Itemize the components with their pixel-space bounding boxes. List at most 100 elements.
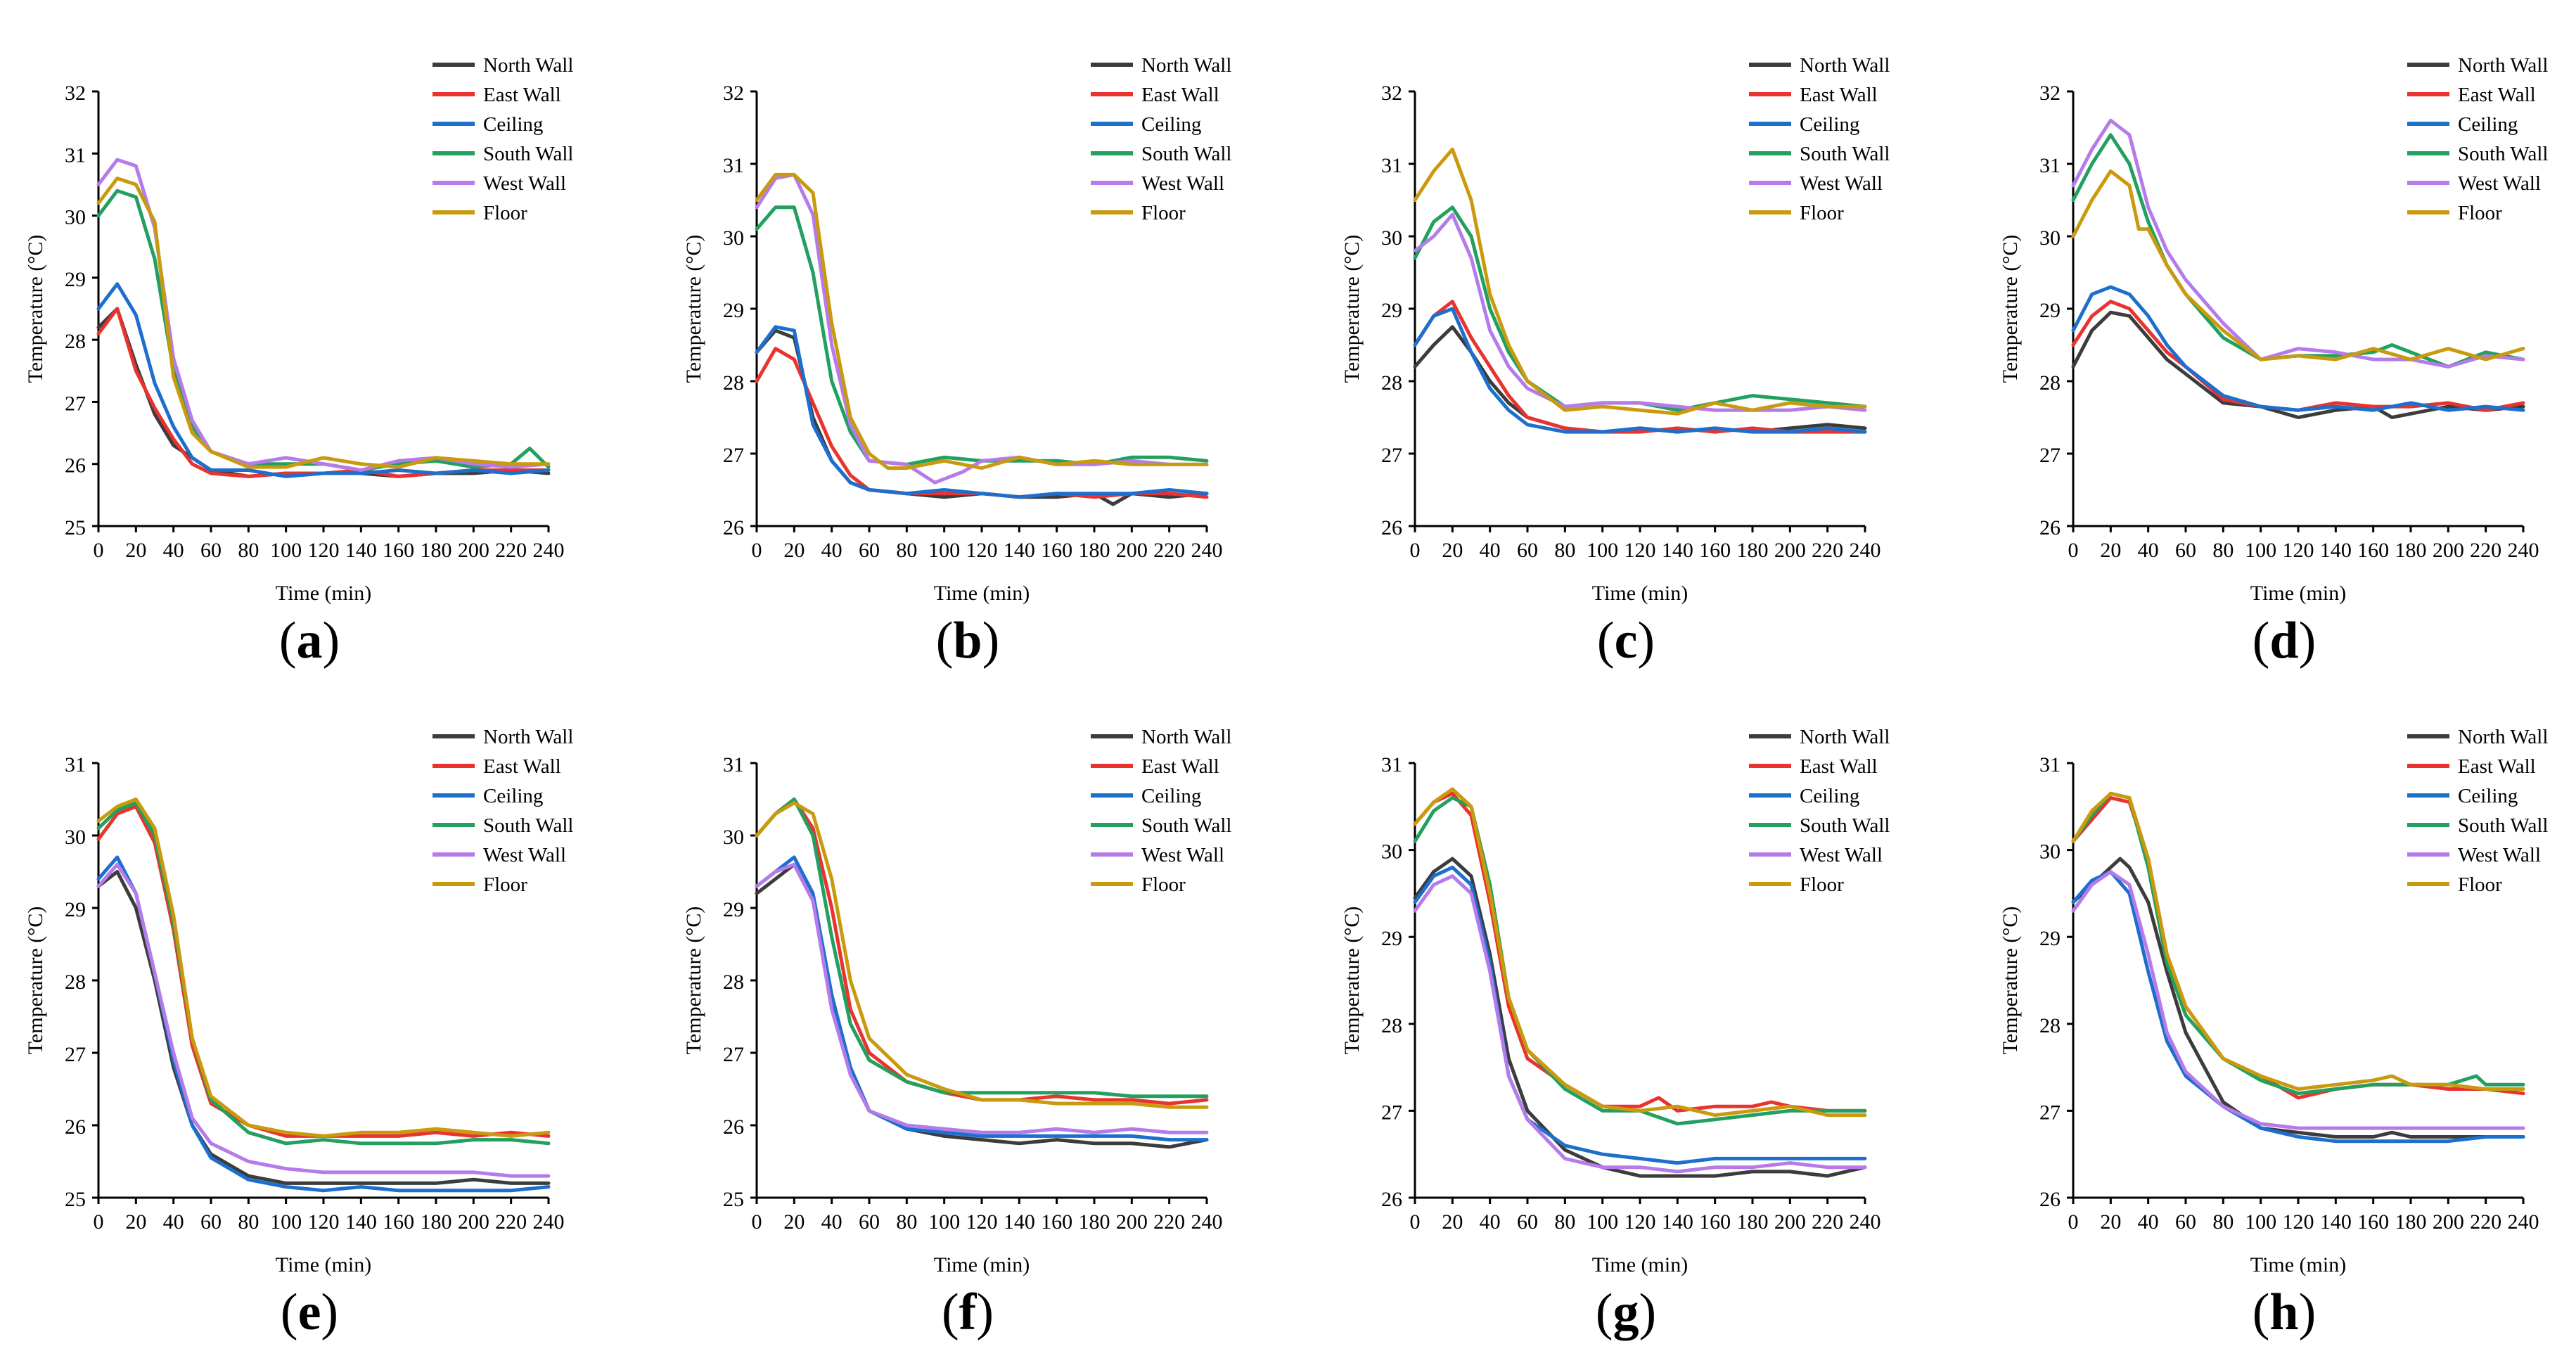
x-tick-label: 180 <box>421 539 452 562</box>
legend-label: East Wall <box>2458 755 2536 778</box>
y-tick-label: 29 <box>2039 299 2061 322</box>
y-tick-label: 28 <box>723 971 744 994</box>
x-tick-label: 180 <box>2395 539 2427 562</box>
series-line-south-wall <box>755 798 1209 1099</box>
legend-label: South Wall <box>483 814 573 837</box>
legend-label: South Wall <box>1800 143 1890 165</box>
x-tick-label: 60 <box>1517 1210 1538 1234</box>
x-tick-label: 240 <box>2508 1210 2539 1234</box>
legend-label: West Wall <box>1141 172 1224 195</box>
x-tick-label: 0 <box>1410 539 1421 562</box>
x-tick-label: 40 <box>2138 1210 2159 1234</box>
x-tick-label: 120 <box>1625 539 1656 562</box>
legend-label: North Wall <box>2458 54 2548 77</box>
legend-label: Floor <box>1800 873 1844 896</box>
x-axis-label: Time (min) <box>2250 1253 2346 1276</box>
y-tick-label: 28 <box>65 330 86 353</box>
y-tick-label: 26 <box>65 1115 86 1139</box>
y-tick-label: 30 <box>2039 226 2061 250</box>
legend-label: Floor <box>1800 202 1844 224</box>
series-lines <box>1413 147 1867 434</box>
x-tick-label: 160 <box>1699 539 1731 562</box>
y-tick-label: 27 <box>1381 1101 1402 1124</box>
x-tick-label: 120 <box>966 539 998 562</box>
y-tick-label: 32 <box>2039 82 2061 105</box>
legend-label: North Wall <box>1141 726 1231 748</box>
series-lines <box>1413 787 1867 1178</box>
x-tick-label: 80 <box>2212 1210 2234 1234</box>
y-tick-label: 30 <box>723 826 744 849</box>
series-line-ceiling <box>1413 307 1867 434</box>
x-tick-label: 180 <box>421 1210 452 1234</box>
series-line-ceiling <box>1413 865 1867 1165</box>
x-tick-label: 140 <box>2320 539 2352 562</box>
y-tick-label: 30 <box>723 226 744 250</box>
x-tick-label: 0 <box>752 1210 762 1234</box>
series-line-floor <box>755 801 1209 1109</box>
x-tick-label: 140 <box>1004 539 1035 562</box>
y-tick-label: 29 <box>2039 927 2061 950</box>
legend-label: Floor <box>483 202 527 224</box>
series-line-south-wall <box>2071 133 2525 369</box>
legend-label: South Wall <box>1141 143 1231 165</box>
y-tick-label: 27 <box>723 444 744 467</box>
y-tick-label: 27 <box>723 1043 744 1066</box>
legend: North Wall East Wall Ceiling South Wall West… <box>1749 54 1890 224</box>
legend-label: Ceiling <box>483 785 543 807</box>
legend-label: Ceiling <box>2458 113 2518 136</box>
y-tick-label: 27 <box>65 392 86 415</box>
legend: North Wall East Wall Ceiling South Wall West… <box>432 726 573 896</box>
x-tick-label: 240 <box>1191 1210 1223 1234</box>
x-tick-label: 60 <box>2175 1210 2196 1234</box>
x-tick-label: 80 <box>1554 1210 1575 1234</box>
legend-label: East Wall <box>2458 84 2536 106</box>
y-axis-label: Temperature (°C) <box>24 907 47 1055</box>
x-tick-label: 200 <box>2433 1210 2464 1234</box>
y-tick-label: 31 <box>2039 154 2061 177</box>
y-tick-label: 31 <box>65 753 86 776</box>
x-tick-label: 20 <box>783 539 805 562</box>
chart-panel: 26 27 28 29 30 31 32 0 20 40 60 80 100 120 140 160 180 20… <box>682 54 1231 670</box>
legend-label: South Wall <box>1141 814 1231 837</box>
y-tick-label: 27 <box>65 1043 86 1066</box>
legend-label: West Wall <box>1800 172 1883 195</box>
x-tick-label: 0 <box>94 539 104 562</box>
series-lines <box>755 172 1209 506</box>
x-tick-label: 40 <box>1480 539 1501 562</box>
y-tick-label: 25 <box>65 1188 86 1211</box>
y-axis-label: Temperature (°C) <box>1340 907 1364 1055</box>
y-axis-label: Temperature (°C) <box>1340 235 1364 383</box>
x-tick-label: 180 <box>1737 1210 1769 1234</box>
x-axis-label: Time (min) <box>1592 582 1688 605</box>
x-tick-label: 160 <box>1041 1210 1072 1234</box>
x-tick-label: 180 <box>1737 539 1769 562</box>
y-tick-label: 31 <box>2039 753 2061 776</box>
x-tick-label: 120 <box>2283 1210 2314 1234</box>
x-tick-label: 200 <box>1116 539 1148 562</box>
x-tick-label: 20 <box>2100 1210 2121 1234</box>
x-tick-label: 100 <box>1587 539 1618 562</box>
legend-label: Ceiling <box>1800 113 1859 136</box>
x-tick-label: 220 <box>1812 539 1843 562</box>
series-lines <box>96 798 551 1193</box>
series-line-west-wall <box>2071 118 2525 369</box>
series-line-west-wall <box>1413 874 1867 1174</box>
x-tick-label: 0 <box>752 539 762 562</box>
x-axis-label: Time (min) <box>934 582 1030 605</box>
y-tick-label: 25 <box>723 1188 744 1211</box>
series-line-north-wall <box>1413 857 1867 1178</box>
x-tick-label: 200 <box>458 1210 489 1234</box>
series-line-south-wall <box>96 801 551 1146</box>
series-line-south-wall <box>1413 205 1867 412</box>
x-tick-label: 0 <box>94 1210 104 1234</box>
panel-label: (c) <box>1597 612 1655 670</box>
y-tick-label: 31 <box>723 154 744 177</box>
x-tick-label: 120 <box>2283 539 2314 562</box>
x-tick-label: 220 <box>495 539 527 562</box>
x-tick-label: 40 <box>163 1210 184 1234</box>
series-line-ceiling <box>755 325 1209 499</box>
series-line-west-wall <box>2071 870 2525 1130</box>
x-tick-label: 140 <box>1662 539 1693 562</box>
x-tick-label: 0 <box>1410 1210 1421 1234</box>
legend-label: West Wall <box>2458 844 2541 866</box>
